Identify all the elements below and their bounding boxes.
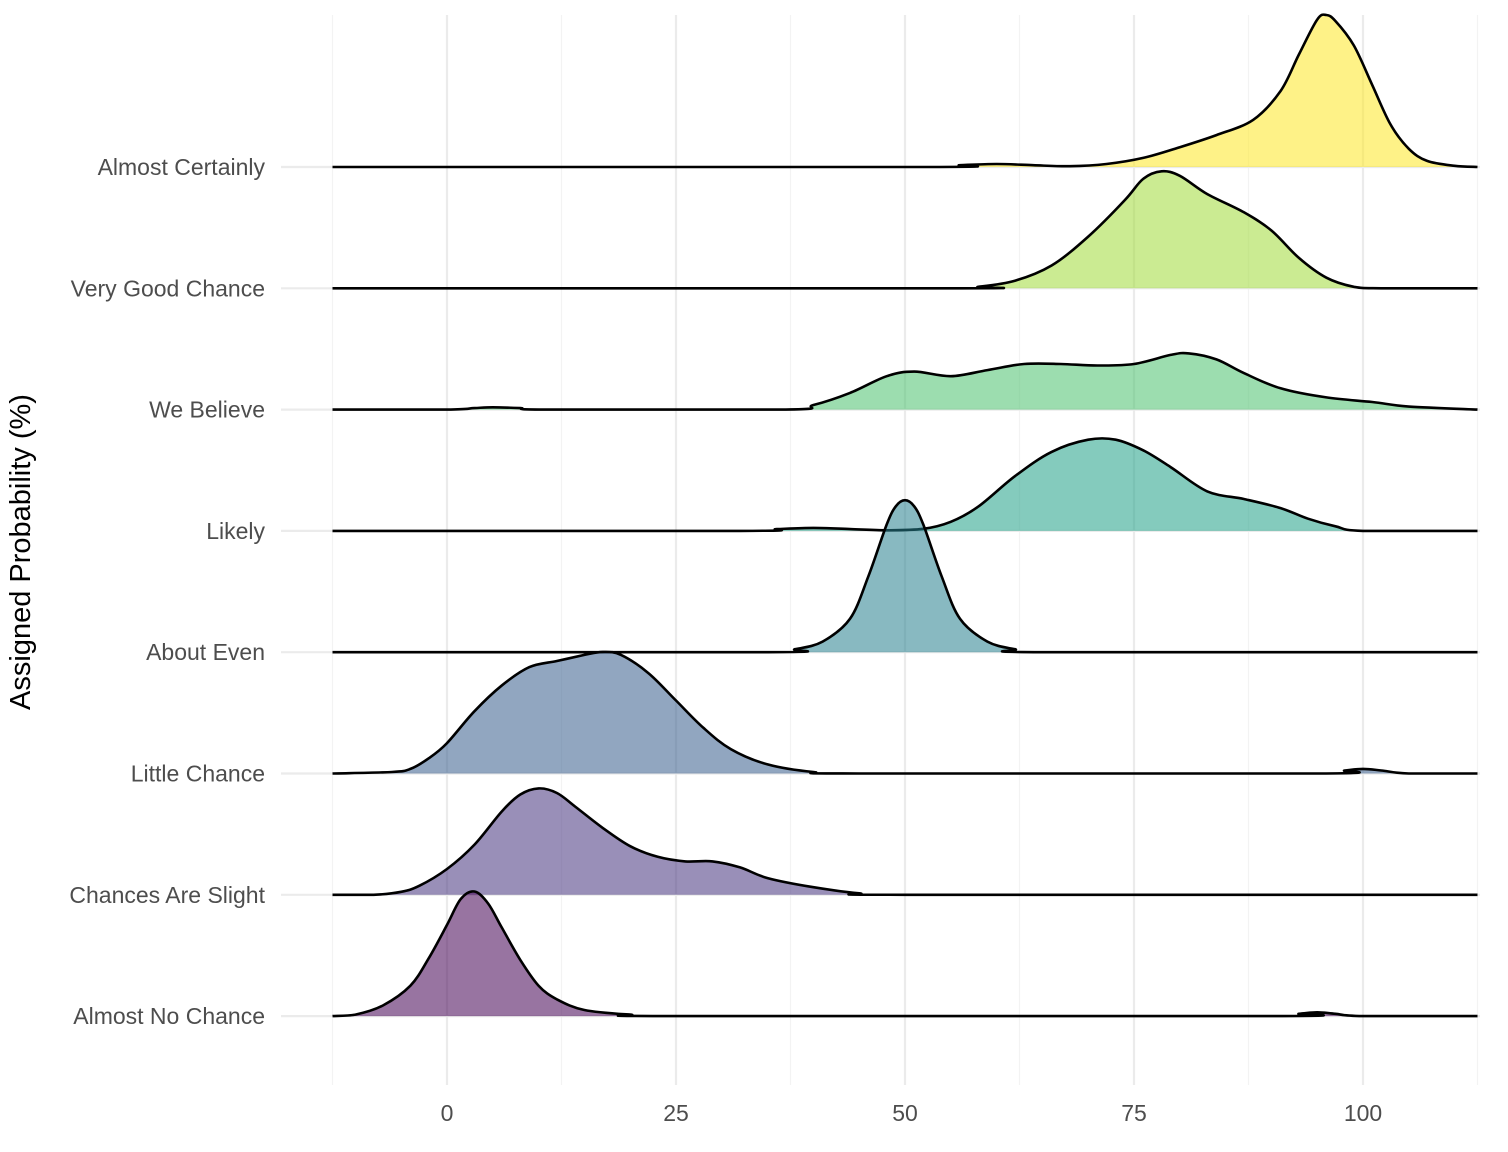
- ridge-likely: [332, 436, 1478, 533]
- y-tick-label: Likely: [206, 518, 265, 544]
- ridge-almost-no-chance: [332, 890, 1478, 1018]
- ridge-outline-almost-certainly: [332, 13, 1478, 169]
- ridge-outline-we-believe: [332, 351, 1478, 411]
- ridge-fill-about-even: [332, 500, 1478, 653]
- ridge-outline-little-chance: [332, 650, 1478, 775]
- y-tick-label: We Believe: [149, 397, 265, 423]
- y-tick-label: About Even: [146, 639, 265, 665]
- ridge-outline-very-good-chance: [332, 169, 1478, 290]
- ridge-chances-are-slight: [332, 787, 1478, 897]
- x-tick-label: 25: [663, 1100, 689, 1126]
- ridge-about-even: [332, 498, 1478, 654]
- ridge-fill-chances-are-slight: [332, 788, 1478, 895]
- ridge-very-good-chance: [332, 169, 1478, 290]
- ridge-little-chance: [332, 650, 1478, 775]
- ridge-fill-very-good-chance: [332, 171, 1478, 289]
- ridge-almost-certainly: [332, 13, 1478, 169]
- y-tick-label: Chances Are Slight: [69, 882, 265, 908]
- x-tick-label: 100: [1344, 1100, 1382, 1126]
- y-tick-label: Very Good Chance: [71, 275, 265, 301]
- ridge-outline-almost-no-chance: [332, 890, 1478, 1018]
- ridge-fill-almost-certainly: [332, 14, 1478, 168]
- ridge-fill-almost-no-chance: [332, 891, 1478, 1017]
- x-tick-labels: 0 25 50 75 100: [441, 1100, 1383, 1126]
- ridge-fill-we-believe: [332, 353, 1478, 410]
- ridge-outline-likely: [332, 436, 1478, 533]
- y-tick-labels: Almost No Chance Chances Are Slight Little…: [69, 154, 265, 1029]
- y-axis-title: Assigned Probability (%): [5, 394, 37, 710]
- ridge-outline-about-even: [332, 498, 1478, 654]
- ridge-outline-chances-are-slight: [332, 787, 1478, 897]
- y-tick-label: Little Chance: [131, 761, 265, 787]
- ridge-fill-likely: [332, 438, 1478, 531]
- ridge-layer: [332, 13, 1478, 1018]
- x-tick-label: 0: [441, 1100, 454, 1126]
- x-tick-label: 50: [892, 1100, 918, 1126]
- y-tick-label: Almost No Chance: [73, 1003, 265, 1029]
- ridge-fill-little-chance: [332, 651, 1478, 774]
- x-tick-label: 75: [1121, 1100, 1147, 1126]
- ridge-we-believe: [332, 351, 1478, 411]
- y-tick-label: Almost Certainly: [98, 154, 266, 180]
